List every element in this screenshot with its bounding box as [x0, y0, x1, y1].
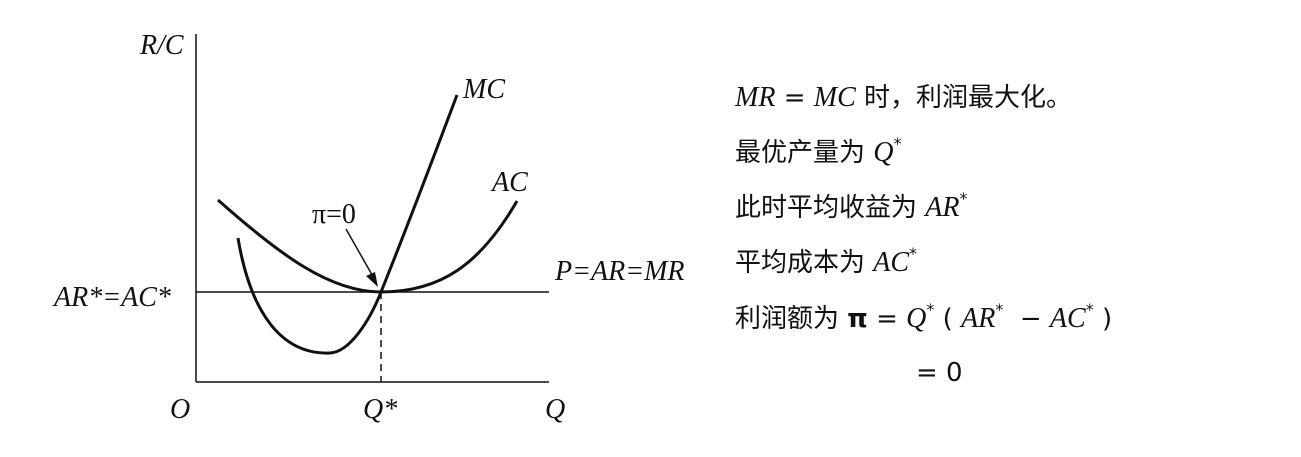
mc-label: MC [462, 74, 505, 105]
note-part: = [775, 83, 813, 113]
note-part: 最优产量为 [735, 138, 873, 168]
origin-label: O [170, 394, 190, 425]
x-mark-label: Q* [363, 394, 397, 425]
y-mark-label: AR*=AC* [52, 282, 171, 313]
mc-curve [236, 94, 459, 355]
note-part: = [868, 304, 906, 334]
y-axis-label: R/C [139, 30, 184, 61]
note-line: = 0 [916, 358, 963, 388]
note-part: * [1086, 300, 1094, 319]
note-part: * [926, 300, 934, 319]
note-part: = 0 [916, 358, 963, 388]
note-part: AR [959, 303, 995, 334]
note-line: 最优产量为 Q* [735, 134, 902, 168]
note-part: AC [871, 247, 909, 278]
note-part: 此时平均收益为 [735, 193, 925, 223]
arrow-head [366, 272, 378, 287]
note-part: Q [906, 303, 926, 334]
note-part: AC [1048, 303, 1086, 334]
note-part: 利润额为 [735, 304, 847, 334]
note-line: 平均成本为 AC* [735, 244, 917, 278]
note-line: 此时平均收益为 AR* [735, 189, 967, 223]
graph [195, 34, 549, 383]
note-part: MR [734, 82, 775, 113]
price-line-label: P=AR=MR [554, 256, 685, 287]
note-part: * [959, 189, 967, 208]
note-part: 平均成本为 [735, 248, 873, 278]
note-part: * [995, 300, 1003, 319]
note-part: ) [1094, 304, 1112, 334]
note-part: MC [813, 82, 856, 113]
note-part: AR [923, 192, 959, 223]
ac-curve [217, 198, 519, 294]
note-part: * [909, 244, 917, 263]
note-part: − [1003, 304, 1050, 334]
ac-label: AC [490, 167, 528, 198]
x-axis-label: Q [545, 394, 565, 425]
note-part: ( [934, 304, 961, 334]
note-part: π [847, 304, 868, 334]
annotation: π=0 [312, 199, 356, 230]
note-part: * [894, 134, 902, 153]
note-line: MR = MC 时，利润最大化。 [734, 82, 1072, 113]
note-part: Q [873, 137, 893, 168]
note-part: 时，利润最大化。 [856, 83, 1072, 113]
note-line: 利润额为 π = Q* ( AR* − AC* ) [735, 300, 1112, 334]
annotation-arrow [345, 228, 376, 281]
